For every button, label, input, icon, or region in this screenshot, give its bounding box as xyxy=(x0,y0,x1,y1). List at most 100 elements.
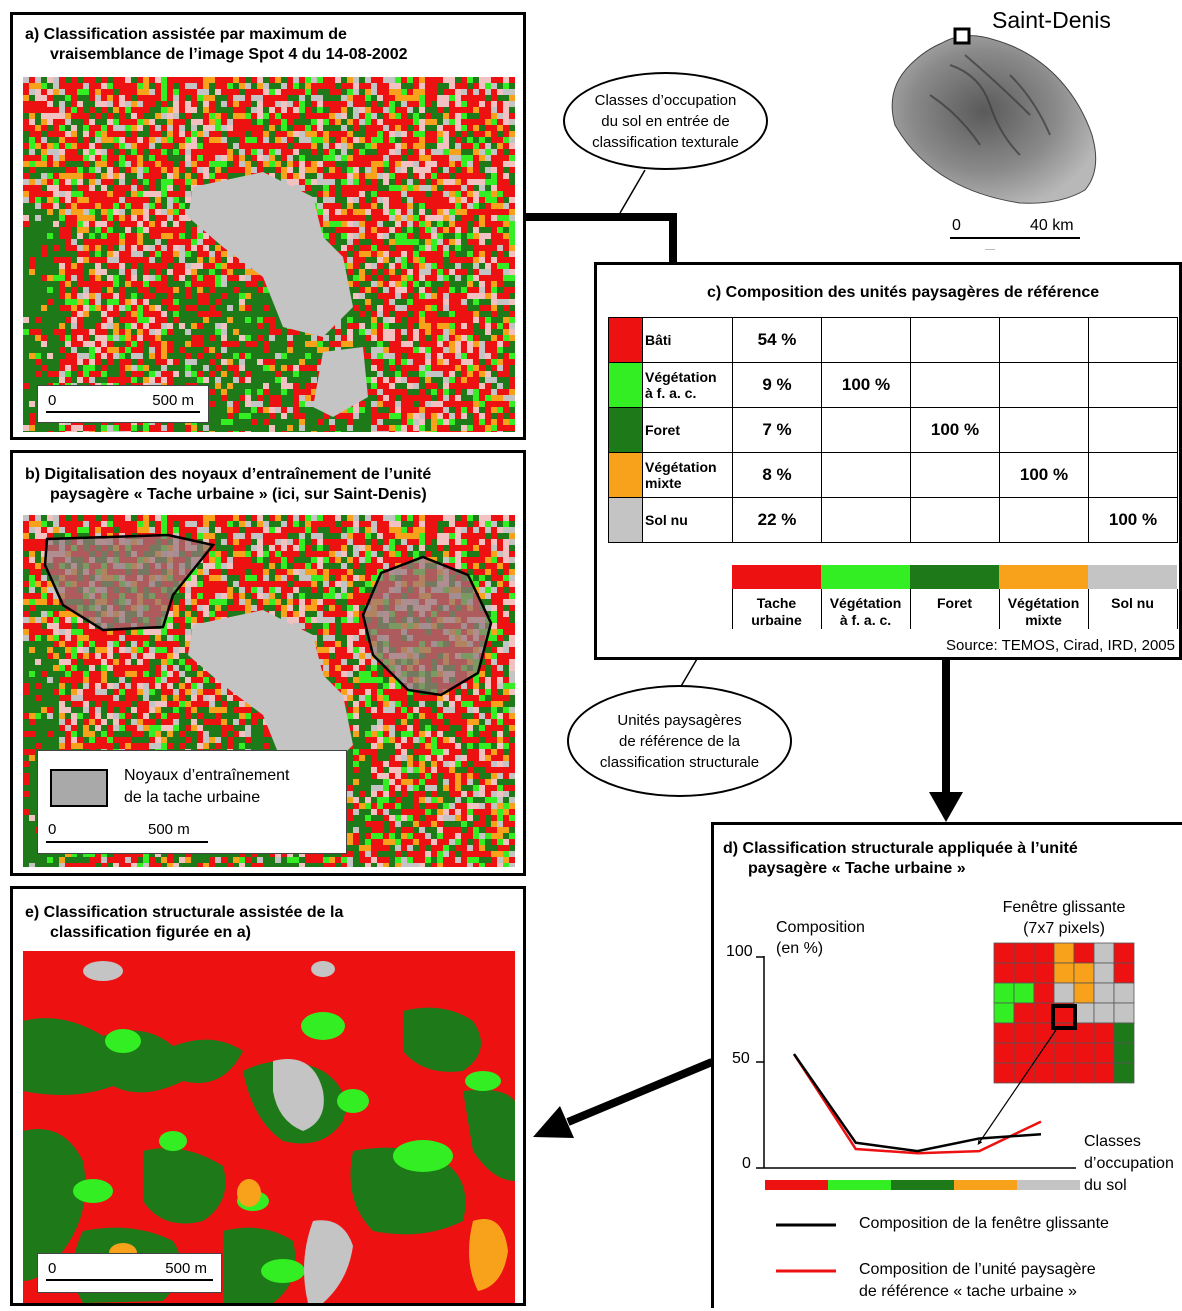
window-pixel xyxy=(1114,1003,1134,1023)
composition-cell: 8 % xyxy=(733,453,822,498)
panel-b-title: b) Digitalisation des noyaux d’entraînem… xyxy=(25,465,431,505)
unit-separator xyxy=(821,589,822,629)
window-pixel xyxy=(1034,983,1054,1003)
legend-label-red: Composition de l’unité paysagère de réfé… xyxy=(859,1259,1096,1303)
window-pixel xyxy=(1074,943,1094,963)
window-pixel xyxy=(1094,1043,1114,1063)
composition-cell xyxy=(911,363,1000,408)
window-pixel xyxy=(1114,943,1134,963)
class-swatch xyxy=(609,408,643,453)
class-strip-segment xyxy=(765,1180,828,1190)
scale-bar-a: 0 500 m xyxy=(37,385,209,423)
unit-color-strip xyxy=(821,565,910,589)
composition-cell xyxy=(822,453,911,498)
window-pixel xyxy=(1114,963,1134,983)
composition-cell xyxy=(911,453,1000,498)
composition-cell: 100 % xyxy=(1000,453,1089,498)
city-label-saint-denis: Saint-Denis xyxy=(992,7,1111,34)
panel-c-title: c) Composition des unités paysagères de … xyxy=(707,283,1099,303)
structural-classification-map-e: 0 500 m xyxy=(23,951,515,1303)
map-e-patches xyxy=(23,951,515,1303)
window-pixel xyxy=(1094,1003,1114,1023)
class-swatch xyxy=(609,498,643,543)
window-pixel xyxy=(1074,1043,1094,1063)
panel-c: c) Composition des unités paysagères de … xyxy=(594,262,1182,660)
composition-cell xyxy=(1089,408,1178,453)
window-pixel xyxy=(1114,1023,1134,1043)
scale-bar-b xyxy=(46,841,208,843)
classification-map-b: Noyaux d’entraînement de la tache urbain… xyxy=(23,515,515,867)
callout-input-classes: Classes d’occupation du sol en entrée de… xyxy=(563,72,768,170)
class-swatch xyxy=(609,318,643,363)
unit-separator xyxy=(732,589,733,629)
window-pixel xyxy=(1034,1043,1054,1063)
legend-box-b: Noyaux d’entraînement de la tache urbain… xyxy=(37,750,347,854)
unit-color-strip xyxy=(910,565,999,589)
reunion-island-map xyxy=(870,5,1180,250)
composition-cell: 100 % xyxy=(1089,498,1178,543)
window-pixel xyxy=(994,1043,1014,1063)
window-pixel xyxy=(994,1063,1014,1083)
class-label: Sol nu xyxy=(643,498,733,543)
class-label: Foret xyxy=(643,408,733,453)
window-pixel xyxy=(1014,1023,1034,1043)
arrow-c-to-d-head xyxy=(929,792,963,822)
window-pixel xyxy=(1094,963,1114,983)
map-a-gray-patches xyxy=(23,77,515,432)
window-pixel xyxy=(1054,1063,1074,1083)
saint-denis-marker xyxy=(955,29,969,43)
window-pixel xyxy=(1014,1003,1034,1023)
unit-separator xyxy=(910,589,911,629)
window-pixel xyxy=(1094,1023,1114,1043)
class-strip-segment xyxy=(1017,1180,1080,1190)
panel-e-title: e) Classification structurale assistée d… xyxy=(25,903,343,943)
composition-cell: 100 % xyxy=(822,363,911,408)
window-pixel xyxy=(1094,983,1114,1003)
class-strip-segment xyxy=(954,1180,1017,1190)
window-pixel xyxy=(1114,1063,1134,1083)
window-pixel xyxy=(1094,1063,1114,1083)
panel-a-title: a) Classification assistée par maximum d… xyxy=(25,25,408,65)
scale-distance-b: 500 m xyxy=(148,821,190,838)
class-strip-segment xyxy=(828,1180,891,1190)
window-pixel xyxy=(994,1023,1014,1043)
unit-separator xyxy=(1177,589,1178,629)
window-pixel xyxy=(1074,963,1094,983)
composition-cell xyxy=(911,318,1000,363)
window-pixel xyxy=(1014,963,1034,983)
panel-e: e) Classification structurale assistée d… xyxy=(10,886,526,1306)
unit-separator xyxy=(999,589,1000,629)
composition-cell xyxy=(1089,318,1178,363)
composition-cell xyxy=(822,318,911,363)
window-pixel xyxy=(1034,963,1054,983)
composition-cell xyxy=(1089,453,1178,498)
class-color-strip xyxy=(765,1180,1080,1190)
window-pixel xyxy=(1014,1043,1034,1063)
window-pixel xyxy=(1034,1063,1054,1083)
class-swatch xyxy=(609,363,643,408)
composition-cell xyxy=(1000,363,1089,408)
legend-label-black: Composition de la fenêtre glissante xyxy=(859,1215,1109,1233)
unit-color-strip xyxy=(999,565,1088,589)
composition-cell: 9 % xyxy=(733,363,822,408)
unit-label: Foret xyxy=(910,595,999,612)
panel-b: b) Digitalisation des noyaux d’entraînem… xyxy=(10,450,526,876)
unit-color-strip xyxy=(732,565,821,589)
window-pixel xyxy=(994,943,1014,963)
composition-cell xyxy=(822,498,911,543)
scale-zero-b: 0 xyxy=(48,821,56,838)
composition-cell xyxy=(911,498,1000,543)
training-core-polygon-1 xyxy=(45,535,213,630)
island-scale-distance: 40 km xyxy=(1030,217,1074,235)
arrow-d-to-e xyxy=(568,1062,712,1122)
unit-label: Sol nu xyxy=(1088,595,1177,612)
composition-cell: 7 % xyxy=(733,408,822,453)
window-pixel xyxy=(994,963,1014,983)
